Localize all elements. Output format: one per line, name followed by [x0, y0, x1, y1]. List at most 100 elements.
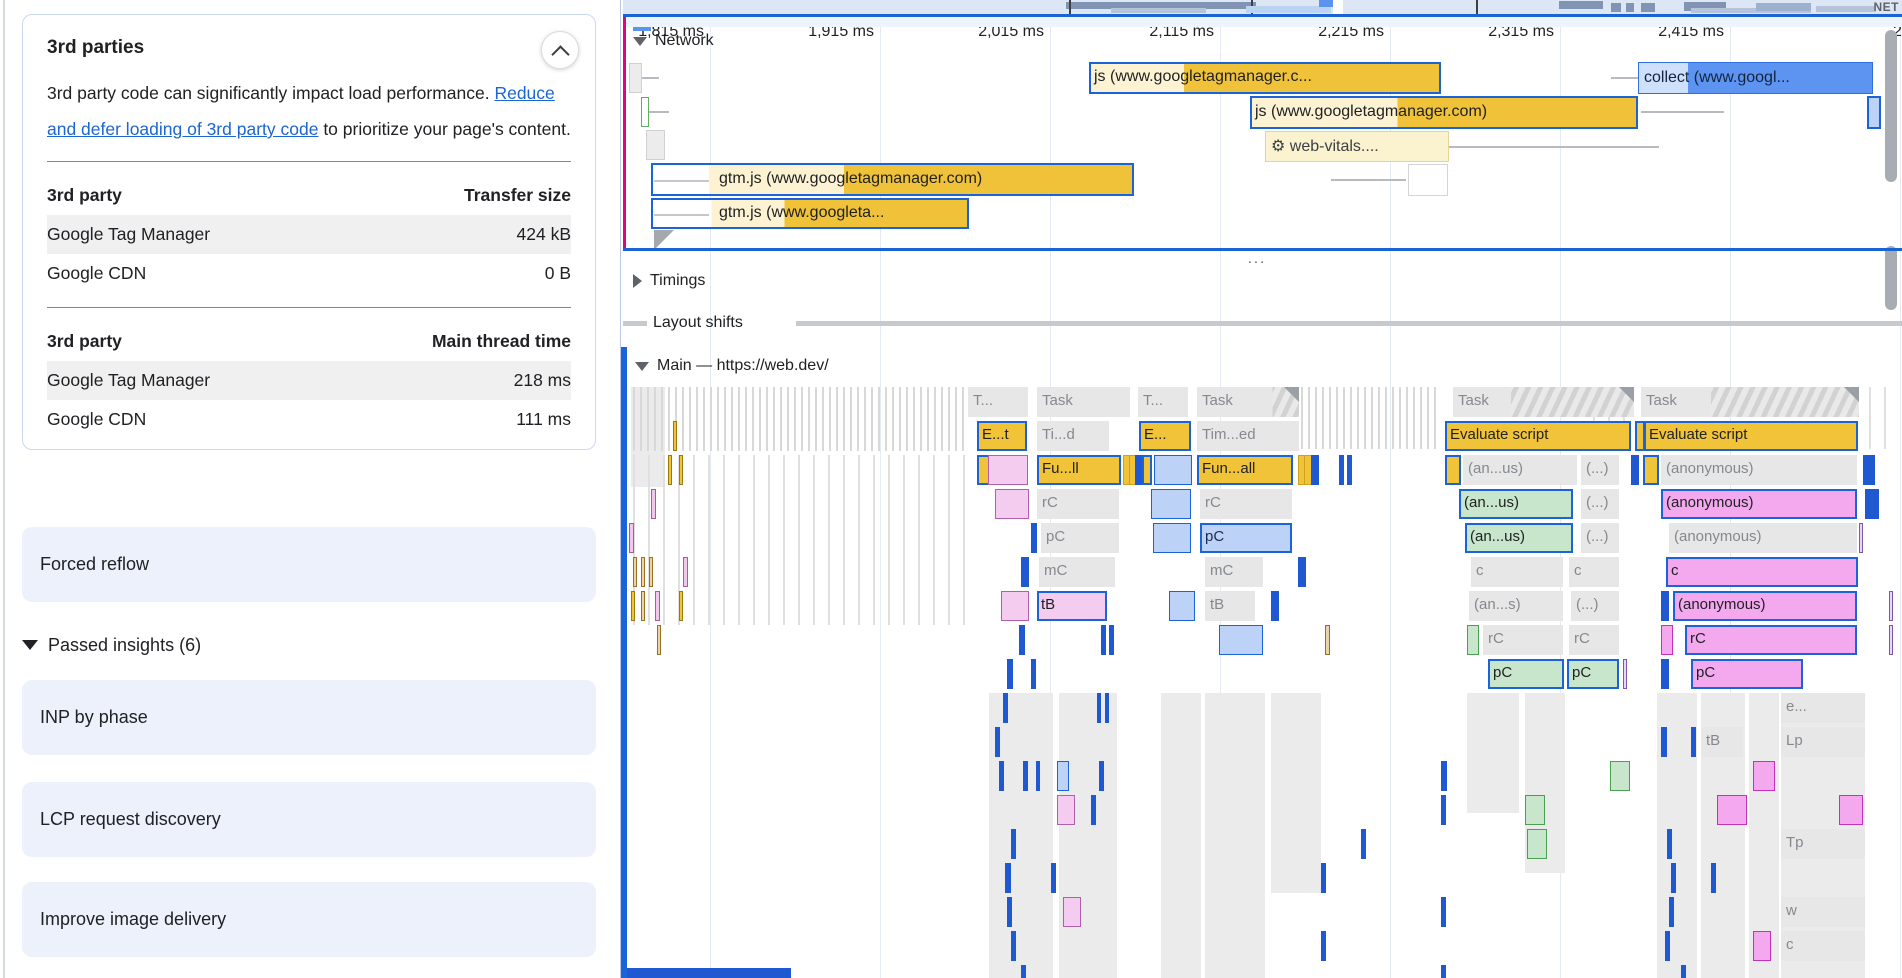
flame-pc[interactable]: pC [1488, 659, 1564, 689]
flame-evaluate-script[interactable]: E... [1139, 421, 1191, 451]
flame-tb[interactable]: tB [1701, 727, 1743, 757]
column-header: 3rd party [47, 331, 122, 351]
network-track-header[interactable]: Network [633, 32, 714, 50]
decor-bar [1441, 795, 1446, 825]
flame-tb[interactable]: tB [1037, 591, 1107, 621]
layout-shifts-track-header[interactable]: Layout shifts [653, 314, 743, 332]
insight-inp-by-phase[interactable]: INP by phase [22, 680, 596, 755]
main-track-header[interactable]: Main — https://web.dev/ [635, 357, 829, 375]
insight-label: LCP request discovery [40, 809, 221, 829]
decor-bar [1711, 863, 1716, 893]
decor-bar [1205, 693, 1265, 978]
flame-anonymous[interactable]: (...) [1581, 455, 1619, 485]
flame-rc[interactable]: rC [1483, 625, 1563, 655]
flame-c[interactable]: c [1781, 931, 1865, 961]
resize-handle-icon[interactable] [654, 230, 674, 250]
flame-anonymous[interactable]: (...) [1581, 523, 1619, 553]
flame-task[interactable]: Task [1197, 387, 1299, 417]
flame-anonymous[interactable]: (anonymous) [1661, 455, 1857, 485]
flame-w[interactable]: w [1781, 897, 1865, 927]
flame-tp[interactable]: Tp [1781, 829, 1865, 859]
insight-lcp-request-discovery[interactable]: LCP request discovery [22, 782, 596, 857]
decor-bar [1319, 0, 1341, 7]
flame-rc[interactable]: rC [1200, 489, 1292, 519]
decor-bar [999, 761, 1004, 791]
flame-rc[interactable]: rC [1569, 625, 1619, 655]
flame-function-call[interactable]: Fu...ll [1037, 455, 1121, 485]
timings-track-header[interactable]: Timings [633, 272, 705, 290]
flame-anonymous[interactable]: (anonymous) [1669, 523, 1857, 553]
network-request-gtm-js[interactable]: gtm.js (www.googleta... [651, 198, 969, 229]
cpu-minimap[interactable] [621, 0, 1902, 978]
flame-anonymous[interactable]: (anonymous) [1673, 591, 1857, 621]
decor-bar [1023, 761, 1028, 791]
decor-bar [1321, 931, 1326, 961]
track-resizer[interactable]: ... [1247, 250, 1267, 267]
reduce-defer-link[interactable]: Reduce and defer loading of 3rd party co… [47, 83, 555, 139]
scrollbar-thumb[interactable] [1885, 246, 1897, 310]
flame-anonymous[interactable]: (an...us) [1459, 489, 1573, 519]
decor-bar [1051, 863, 1056, 893]
flame-task[interactable]: T... [1138, 387, 1188, 417]
table-row[interactable]: Google CDN 111 ms [47, 400, 571, 439]
table-row[interactable]: Google Tag Manager 218 ms [47, 361, 571, 400]
request-whisker [1611, 77, 1638, 79]
network-request-js-gtm[interactable]: js (www.googletagmanager.com) [1250, 96, 1638, 129]
flame-lp[interactable]: Lp [1781, 727, 1865, 757]
flame-task[interactable]: Task [1453, 387, 1634, 417]
flame-timer-fired[interactable]: Tim...ed [1197, 421, 1299, 451]
decor-bar [1011, 829, 1016, 859]
flame-anonymous[interactable]: (an...s) [1469, 591, 1563, 621]
table-row[interactable]: Google Tag Manager 424 kB [47, 215, 571, 254]
insight-forced-reflow[interactable]: Forced reflow [22, 527, 596, 602]
flame-pc[interactable]: pC [1041, 523, 1119, 553]
decor-bar [1021, 557, 1029, 587]
flame-c[interactable]: c [1569, 557, 1619, 587]
flame-c[interactable]: c [1471, 557, 1563, 587]
decor-bar [655, 591, 660, 621]
third-party-name: Google Tag Manager [47, 370, 211, 390]
flame-pc[interactable]: pC [1691, 659, 1803, 689]
table-row[interactable]: Google CDN 0 B [47, 254, 571, 293]
flame-anonymous[interactable]: (an...us) [1465, 523, 1573, 553]
network-request-bar [646, 130, 665, 160]
passed-insights-section[interactable]: Passed insights (6) [22, 630, 596, 660]
flame-anonymous[interactable]: (an...us) [1463, 455, 1577, 485]
labeled-bar: 1,815 ms [638, 23, 704, 40]
flame-timer-fired[interactable]: Ti...d [1037, 421, 1109, 451]
flame-evaluate-script[interactable]: Evaluate script [1644, 421, 1858, 451]
labeled-bar: 2,415 ms [1658, 23, 1724, 40]
network-request-gtm-js[interactable]: gtm.js (www.googletagmanager.com) [651, 163, 1134, 196]
network-request-web-vitals[interactable]: ⚙ web-vitals.... [1265, 131, 1449, 162]
flame-e[interactable]: e... [1781, 693, 1865, 723]
flame-function-call[interactable]: Fun...all [1197, 455, 1293, 485]
table-header: 3rd party Transfer size [47, 176, 571, 215]
flame-c[interactable]: c [1666, 557, 1858, 587]
flame-evaluate-script[interactable]: E...t [977, 421, 1027, 451]
decor-bar [1321, 863, 1326, 893]
decor-bar [1005, 863, 1011, 893]
flame-anonymous[interactable]: (...) [1581, 489, 1619, 519]
flame-task[interactable]: Task [1037, 387, 1130, 417]
flame-anonymous[interactable]: (anonymous) [1661, 489, 1857, 519]
network-request-bar[interactable] [1867, 96, 1881, 129]
insight-improve-image-delivery[interactable]: Improve image delivery [22, 882, 596, 957]
flame-pc[interactable]: pC [1200, 523, 1292, 553]
network-request-collect[interactable]: collect (www.googl... [1638, 62, 1873, 94]
network-request-js-gtm[interactable]: js (www.googletagmanager.c... [1089, 62, 1441, 94]
flame-rc[interactable]: rC [1037, 489, 1119, 519]
flame-pc[interactable]: pC [1567, 659, 1619, 689]
flame-tb[interactable]: tB [1205, 591, 1255, 621]
flame-task[interactable]: T... [968, 387, 1028, 417]
collapse-card-button[interactable] [541, 31, 579, 69]
flame-anonymous[interactable]: (...) [1571, 591, 1619, 621]
decor-bar [995, 489, 1029, 519]
flame-mc[interactable]: mC [1205, 557, 1263, 587]
decor-bar [629, 523, 634, 553]
scrollbar-thumb[interactable] [1885, 30, 1897, 182]
performance-timeline: 1,815 ms 1,915 ms 2,015 ms 2,115 ms 2,215 ms… [620, 0, 1902, 978]
flame-rc[interactable]: rC [1685, 625, 1857, 655]
flame-task[interactable]: Task [1641, 387, 1859, 417]
flame-evaluate-script[interactable]: Evaluate script [1445, 421, 1631, 451]
flame-mc[interactable]: mC [1039, 557, 1115, 587]
